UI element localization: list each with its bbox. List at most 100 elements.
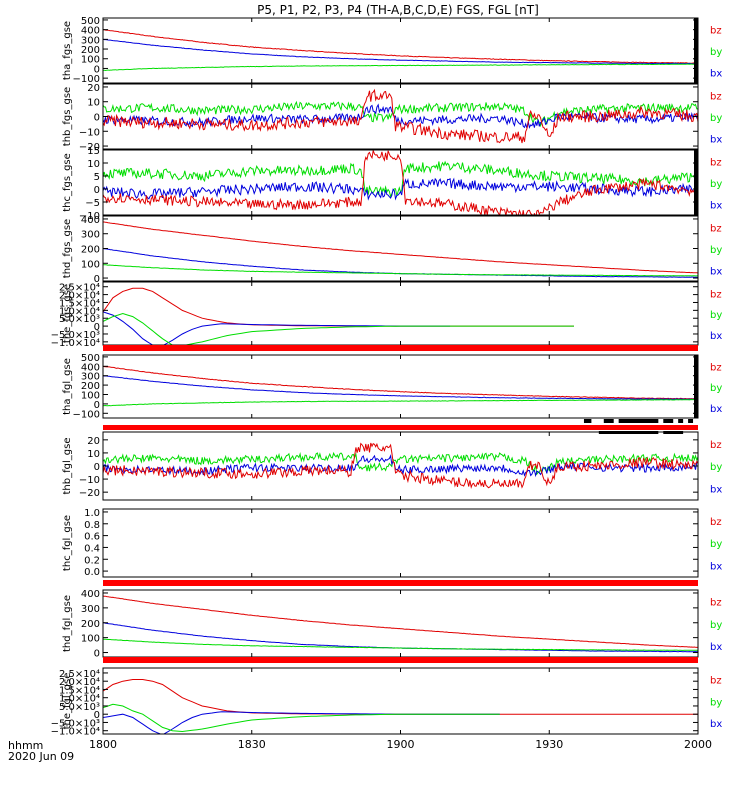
y-tick-label: −1.0×10⁴ <box>51 338 100 349</box>
legend-bx: bx <box>710 266 722 277</box>
y-tick-label: 400 <box>81 26 100 37</box>
y-tick-label: −20 <box>79 142 100 153</box>
series-line-by <box>103 398 698 407</box>
legend-bx: bx <box>710 404 722 415</box>
panel-thd_fgl_gse: 0 100 200 300 400 thd_fgl_gse bz by bx <box>62 589 722 660</box>
y-tick-label: 2.5×10⁴ <box>59 669 100 680</box>
y-tick-label: −5 <box>85 198 100 209</box>
panel-thb_fgl_gse: −20 −10 0 10 20 thb_fgl_gse bz by bx <box>62 431 722 501</box>
y-tick-label: 0 <box>94 274 100 285</box>
series-line-bz <box>103 679 698 715</box>
series-line-by <box>103 638 698 651</box>
y-tick-label: 100 <box>81 634 100 645</box>
panel-thd_fgs_gse: 0 100 200 300 400 thd_fgs_gse bz by bx <box>62 215 722 285</box>
series-line-bz <box>103 150 698 215</box>
series-line-by <box>103 451 698 476</box>
y-tick-label: 10 <box>87 159 100 170</box>
y-axis-label: the_fgs_gse <box>62 284 73 343</box>
y-tick-label: 0.4 <box>84 543 100 554</box>
data-flag-bar <box>694 18 698 83</box>
flag-dash <box>603 419 614 423</box>
y-tick-label: 200 <box>81 45 100 56</box>
y-tick-label: 10 <box>87 449 100 460</box>
legend-bz: bz <box>710 598 722 609</box>
panel-frame <box>102 589 699 658</box>
separator-bands <box>103 345 698 663</box>
series-line-by <box>103 100 698 128</box>
series-line-bz <box>103 88 698 144</box>
x-axis-label-hhmm: hhmm <box>8 739 43 752</box>
legend-by: by <box>710 179 722 190</box>
y-tick-label: −10 <box>79 211 100 222</box>
y-axis-label: thb_fgl_gse <box>62 438 73 495</box>
y-tick-label: 5.0×10³ <box>59 702 100 713</box>
legend-by: by <box>710 47 722 58</box>
legend-bz: bz <box>710 676 722 687</box>
y-tick-label: 0 <box>94 322 100 333</box>
y-tick-label: 0 <box>94 113 100 124</box>
y-axis-label: thb_fgs_gse <box>62 87 73 146</box>
flag-dash <box>663 419 674 423</box>
y-tick-label: 0 <box>94 400 100 411</box>
x-axis: 1800 1830 1900 1930 2000 <box>89 738 712 751</box>
data-flag-bar <box>694 150 698 215</box>
y-tick-label: −100 <box>73 409 100 420</box>
panel-thc_fgs_gse: −10 −5 0 5 10 15 thc_fgs_gse bz by bx <box>62 146 722 222</box>
y-axis-label: thc_fgl_gse <box>62 515 73 571</box>
y-tick-label: −20 <box>79 488 100 499</box>
panel-thb_fgs_gse: −20 −10 0 10 20 thb_fgs_gse bz by bx <box>62 83 722 153</box>
legend-by: by <box>710 462 722 473</box>
legend-bz: bz <box>710 440 722 451</box>
y-tick-label: 1.5×10⁴ <box>59 685 100 696</box>
series-line-bx <box>103 248 698 278</box>
red-band <box>103 425 698 430</box>
y-axis-label: thc_fgs_gse <box>62 153 73 212</box>
panel-frame <box>102 215 699 282</box>
series-line-bz <box>103 221 698 274</box>
y-tick-label: 0 <box>94 710 100 721</box>
y-tick-label: 300 <box>81 35 100 46</box>
y-tick-label: −100 <box>73 74 100 85</box>
y-tick-label: 100 <box>81 55 100 66</box>
y-tick-label: 2.0×10⁴ <box>59 291 100 302</box>
flag-dash <box>583 419 592 423</box>
panel-thc_fgl_gse: 0.00.20.40.60.81.0 thc_fgl_gse bz by bx <box>62 508 722 578</box>
legend-by: by <box>710 383 722 394</box>
legend-by: by <box>710 113 722 124</box>
legend-bx: bx <box>710 68 722 79</box>
y-tick-label: 0.8 <box>84 520 100 531</box>
series-line-bx <box>103 311 451 345</box>
x-axis-label-date: 2020 Jun 09 <box>8 750 74 763</box>
panel-frame <box>102 281 699 346</box>
legend-by: by <box>710 697 722 708</box>
legend-by: by <box>710 310 722 321</box>
legend-bz: bz <box>710 92 722 103</box>
panel-frame <box>102 508 699 578</box>
y-tick-label: 200 <box>81 245 100 256</box>
series-line-bz <box>103 29 698 64</box>
y-tick-label: 300 <box>81 372 100 383</box>
y-tick-label: 0.6 <box>84 532 100 543</box>
y-axis-label: thd_fgs_gse <box>62 219 73 278</box>
flag-dash <box>598 431 659 434</box>
y-tick-label: 0 <box>94 185 100 196</box>
y-tick-label: 0.0 <box>84 567 100 578</box>
y-tick-label: 5.0×10³ <box>59 314 100 325</box>
y-tick-label: 400 <box>81 362 100 373</box>
legend-bz: bz <box>710 362 722 373</box>
data-flag-bar <box>694 355 698 418</box>
y-tick-label: 100 <box>81 390 100 401</box>
series-line-bx <box>103 622 698 653</box>
y-tick-label: 20 <box>87 436 100 447</box>
legend-by: by <box>710 539 722 550</box>
series-line-by <box>103 63 698 72</box>
y-tick-label: 300 <box>81 230 100 241</box>
y-tick-label: 500 <box>81 353 100 364</box>
panel-frame <box>102 354 699 419</box>
y-tick-label: 1.0×10⁴ <box>59 694 100 705</box>
flag-dash <box>663 431 684 434</box>
panel-frame <box>102 17 699 84</box>
y-tick-label: 2.5×10⁴ <box>59 283 100 294</box>
